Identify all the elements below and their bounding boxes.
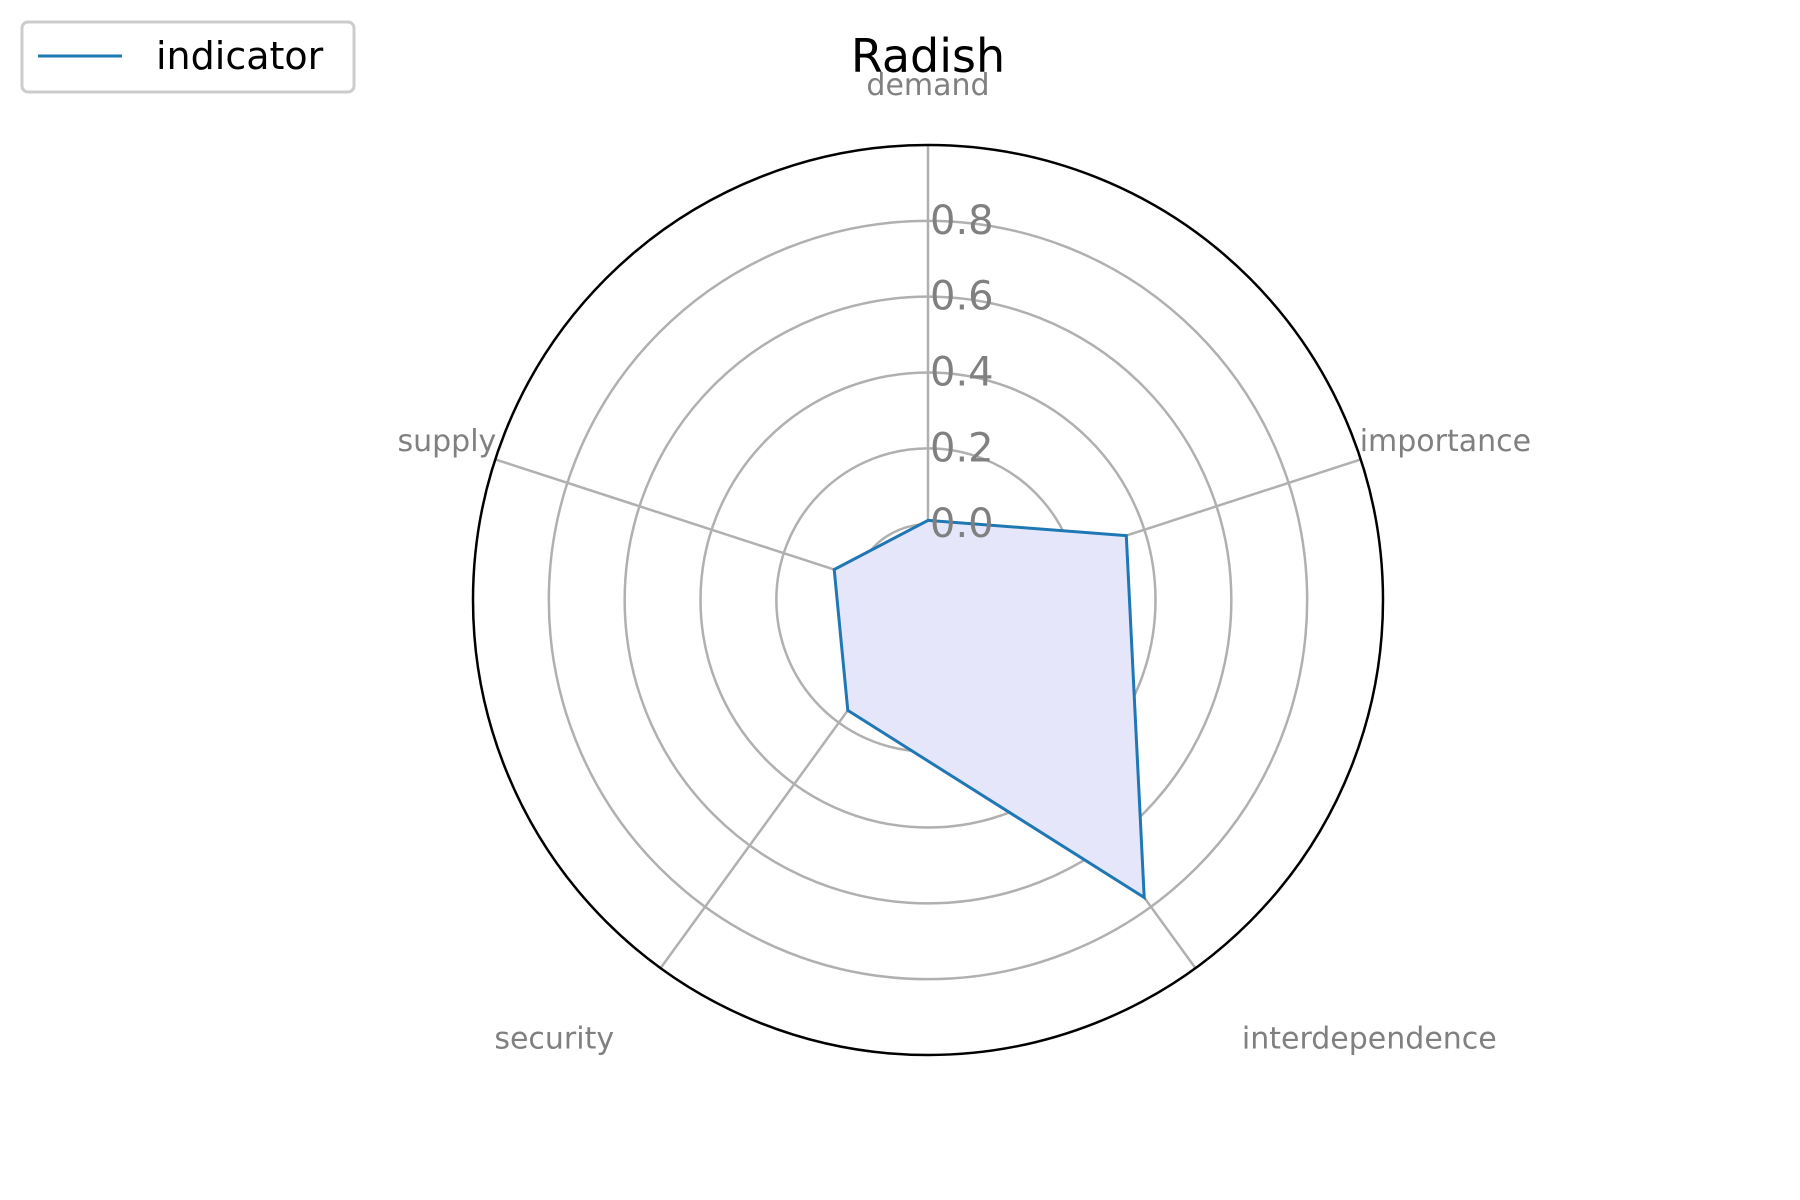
legend-label-indicator: indicator bbox=[156, 34, 324, 78]
label-layer: 0.0 0.2 0.4 0.6 0.8 demand importance interdepe… bbox=[397, 68, 1531, 1056]
series-fill-indicator bbox=[834, 520, 1145, 898]
r-tick-label-0: 0.0 bbox=[930, 501, 994, 547]
series-layer bbox=[832, 518, 1146, 901]
axis-label-demand: demand bbox=[866, 68, 989, 103]
r-tick-label-3: 0.6 bbox=[930, 274, 994, 320]
axis-label-security: security bbox=[494, 1021, 614, 1056]
r-tick-label-1: 0.2 bbox=[930, 425, 994, 471]
chart-title: Radish bbox=[851, 29, 1005, 83]
axis-label-importance: importance bbox=[1360, 424, 1531, 459]
legend-frame bbox=[20, 20, 356, 94]
grid-layer bbox=[471, 143, 1385, 1057]
axis-label-interdependence: interdependence bbox=[1242, 1021, 1497, 1056]
outer-circle bbox=[471, 143, 1385, 1057]
axis-label-supply: supply bbox=[397, 424, 496, 459]
legend: indicator bbox=[20, 20, 356, 94]
r-tick-label-4: 0.8 bbox=[930, 198, 994, 244]
r-tick-label-2: 0.4 bbox=[930, 350, 994, 396]
series-line-indicator bbox=[832, 518, 1146, 901]
